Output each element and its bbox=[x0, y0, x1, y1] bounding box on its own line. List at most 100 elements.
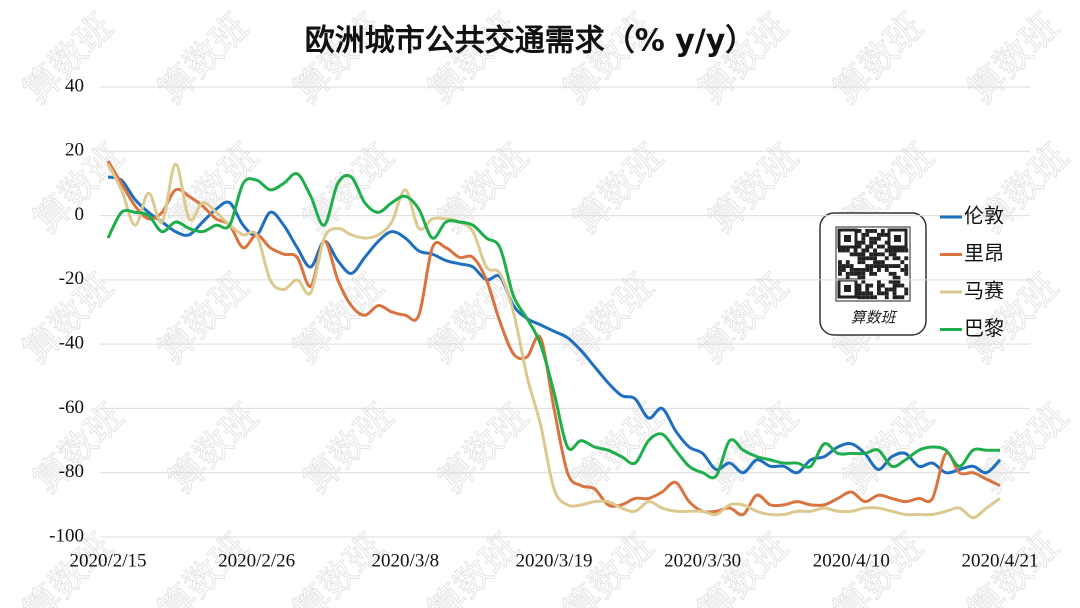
qr-cell bbox=[845, 275, 850, 280]
qr-cell bbox=[845, 260, 850, 265]
y-tick-label: -80 bbox=[59, 461, 84, 482]
qr-cell bbox=[904, 248, 909, 253]
qr-cell bbox=[865, 244, 870, 249]
qr-badge: 算数班 bbox=[819, 212, 927, 336]
qr-cell bbox=[904, 264, 909, 268]
qr-finder bbox=[887, 228, 908, 249]
qr-cell bbox=[857, 252, 862, 257]
qr-cell bbox=[865, 287, 870, 292]
qr-cell bbox=[841, 248, 846, 253]
watermark: 算数班 bbox=[701, 396, 806, 501]
qr-cell bbox=[857, 240, 862, 245]
qr-cell bbox=[869, 291, 874, 296]
qr-cell bbox=[865, 232, 870, 237]
qr-cell bbox=[896, 283, 901, 288]
qr-cell bbox=[849, 268, 854, 272]
watermark: 算数班 bbox=[421, 6, 526, 111]
qr-cell bbox=[869, 295, 874, 300]
qr-cell bbox=[884, 240, 889, 245]
qr-cell bbox=[873, 252, 877, 257]
qr-cell bbox=[857, 291, 862, 296]
watermark: 算数班 bbox=[701, 136, 806, 241]
watermark: 算数班 bbox=[691, 6, 796, 111]
qr-cell bbox=[869, 264, 874, 268]
qr-cell bbox=[841, 268, 846, 272]
watermark: 算数班 bbox=[961, 6, 1066, 111]
qr-finder bbox=[837, 228, 858, 249]
y-tick-label: -40 bbox=[59, 333, 84, 354]
qr-finder bbox=[844, 235, 851, 242]
qr-cell bbox=[865, 229, 870, 233]
y-tick-label: 20 bbox=[65, 140, 84, 161]
qr-cell bbox=[873, 260, 877, 265]
qr-cell bbox=[869, 256, 874, 261]
watermark: 算数班 bbox=[431, 136, 536, 241]
qr-cell bbox=[849, 271, 854, 276]
series-line bbox=[106, 171, 1000, 480]
watermark: 算数班 bbox=[296, 136, 401, 241]
qr-cell bbox=[892, 248, 897, 253]
qr-cell bbox=[845, 271, 850, 276]
watermark: 算数班 bbox=[161, 396, 266, 501]
legend-label: 巴黎 bbox=[964, 316, 1004, 340]
qr-cell bbox=[838, 264, 842, 268]
qr-cell bbox=[857, 268, 862, 272]
qr-cell bbox=[900, 295, 905, 300]
y-tick-label: 40 bbox=[65, 75, 84, 96]
qr-cell bbox=[888, 271, 893, 276]
qr-cell bbox=[861, 252, 866, 257]
qr-cell bbox=[892, 287, 897, 292]
qr-cell bbox=[888, 279, 893, 284]
qr-cell bbox=[865, 256, 870, 261]
qr-cell bbox=[877, 252, 881, 257]
qr-cell bbox=[877, 283, 881, 288]
qr-cell bbox=[861, 295, 866, 300]
qr-cell bbox=[838, 248, 842, 253]
qr-cell bbox=[873, 256, 877, 261]
qr-cell bbox=[865, 264, 870, 268]
qr-cell bbox=[853, 252, 858, 257]
qr-cell bbox=[869, 252, 874, 257]
qr-cell bbox=[865, 291, 870, 296]
qr-cell bbox=[861, 236, 866, 241]
y-tick-label: 0 bbox=[75, 204, 85, 225]
qr-cell bbox=[865, 295, 870, 300]
qr-cell bbox=[869, 268, 874, 272]
watermark: 算数班 bbox=[556, 266, 661, 371]
qr-cell bbox=[884, 268, 889, 272]
qr-cell bbox=[853, 268, 858, 272]
watermark: 算数班 bbox=[151, 266, 256, 371]
qr-cell bbox=[873, 236, 877, 241]
qr-cell bbox=[877, 232, 881, 237]
qr-cell bbox=[838, 271, 842, 276]
qr-cell bbox=[861, 279, 866, 284]
qr-cell bbox=[904, 287, 909, 292]
qr-cell bbox=[861, 291, 866, 296]
qr-cell bbox=[896, 248, 901, 253]
qr-cell bbox=[892, 275, 897, 280]
qr-cell bbox=[873, 271, 877, 276]
qr-cell bbox=[892, 283, 897, 288]
qr-cell bbox=[880, 232, 885, 237]
qr-cell bbox=[877, 291, 881, 296]
watermark: 算数班 bbox=[691, 266, 796, 371]
x-tick-label: 2020/2/26 bbox=[218, 550, 295, 571]
qr-cell bbox=[861, 268, 866, 272]
qr-cell bbox=[865, 283, 870, 288]
qr-cell bbox=[892, 256, 897, 261]
qr-cell bbox=[873, 295, 877, 300]
qr-cell bbox=[838, 268, 842, 272]
qr-cell bbox=[880, 283, 885, 288]
qr-cell bbox=[888, 287, 893, 292]
x-tick-label: 2020/4/10 bbox=[813, 550, 890, 571]
qr-cell bbox=[861, 275, 866, 280]
qr-cell bbox=[877, 244, 881, 249]
qr-cell bbox=[857, 256, 862, 261]
qr-cell bbox=[904, 291, 909, 296]
qr-cell bbox=[892, 295, 897, 300]
qr-cell bbox=[884, 256, 889, 261]
qr-cell bbox=[884, 264, 889, 268]
qr-cell bbox=[896, 264, 901, 268]
qr-cell bbox=[861, 248, 866, 253]
